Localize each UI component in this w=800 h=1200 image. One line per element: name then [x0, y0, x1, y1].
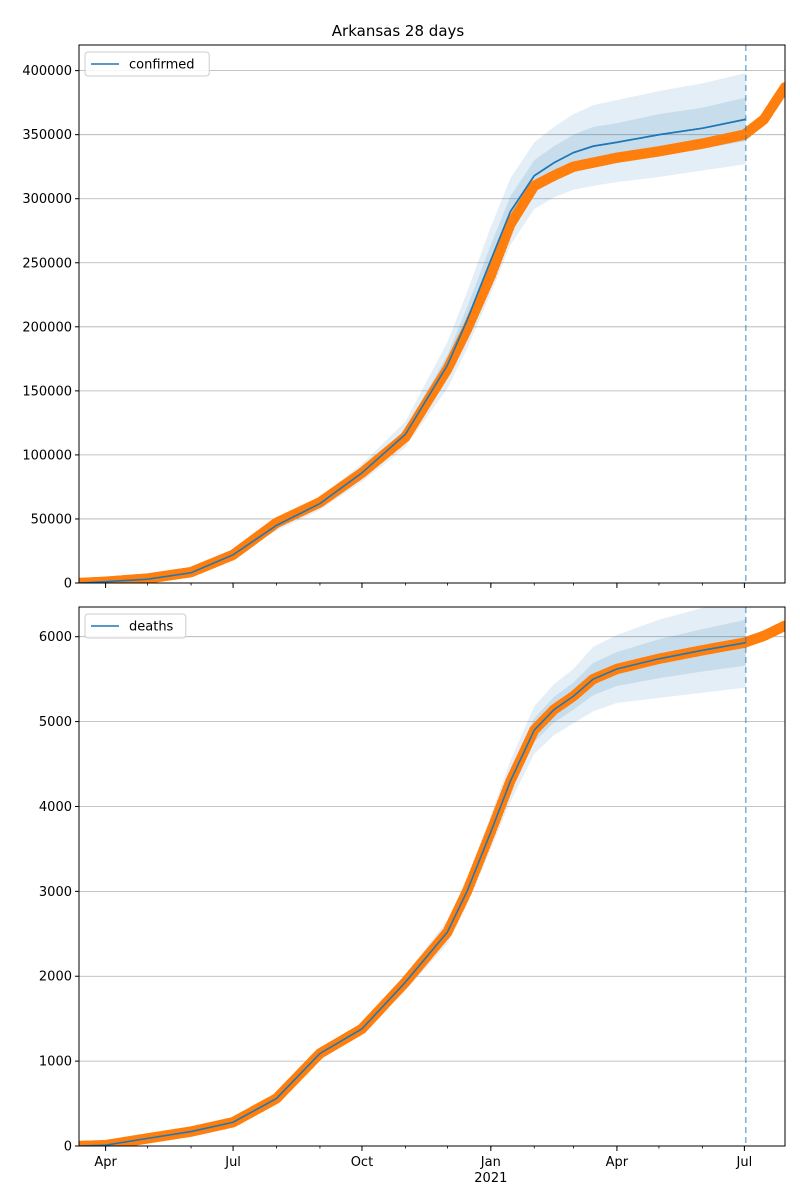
axes-frame: [78, 606, 786, 1147]
observed-series: [79, 620, 785, 1146]
confidence-band-outer: [79, 73, 746, 583]
axes-frame: [78, 44, 786, 584]
y-tick-label: 3000: [39, 885, 72, 900]
x-tick-label: Apr: [94, 1155, 117, 1170]
chart-title: Arkansas 28 days: [332, 22, 465, 40]
x-tick-label: Jan: [480, 1155, 501, 1170]
legend: confirmed: [84, 51, 210, 77]
y-tick-label: 100000: [22, 448, 72, 463]
x-year-label: 2021: [474, 1171, 507, 1186]
y-tick-label: 1000: [39, 1055, 72, 1070]
legend-label: deaths: [129, 620, 174, 635]
x-tick-label: Oct: [351, 1155, 373, 1170]
y-tick-label: 250000: [22, 256, 72, 271]
model-series-line: [79, 641, 746, 1146]
y-tick-label: 400000: [22, 64, 72, 79]
legend: deaths: [84, 613, 187, 639]
confirmed-panel: 0 50000 100000 150000 200000 250000 300000 3500…: [22, 44, 786, 592]
y-tick-label: 200000: [22, 320, 72, 335]
observed-point: [779, 82, 785, 93]
y-tick-label: 6000: [39, 630, 72, 645]
y-tick-label: 5000: [39, 715, 72, 730]
observed-point: [779, 620, 785, 631]
deaths-panel: 0 1000 2000 3000 4000 5000 6000 Apr Jul Oct Jan Apr…: [39, 606, 786, 1186]
legend-box: [84, 51, 210, 77]
y-tick-label: 300000: [22, 192, 72, 207]
y-tick-label: 350000: [22, 128, 72, 143]
y-tick-label: 150000: [22, 384, 72, 399]
x-tick-label: Jul: [736, 1155, 753, 1170]
model-series-line: [79, 641, 746, 1146]
model-series-line: [79, 118, 746, 583]
confidence-band-inner: [79, 619, 746, 1146]
y-tick-label: 0: [64, 577, 72, 592]
legend-box: [84, 613, 187, 639]
model-series-line: [79, 118, 746, 583]
y-tick-label: 2000: [39, 970, 72, 985]
confidence-band-outer: [79, 607, 746, 1146]
legend-label: confirmed: [129, 58, 195, 73]
x-tick-label: Jul: [224, 1155, 241, 1170]
y-tick-label: 4000: [39, 800, 72, 815]
y-tick-label: 0: [64, 1140, 72, 1155]
x-tick-label: Apr: [606, 1155, 629, 1170]
y-tick-label: 50000: [31, 512, 72, 527]
